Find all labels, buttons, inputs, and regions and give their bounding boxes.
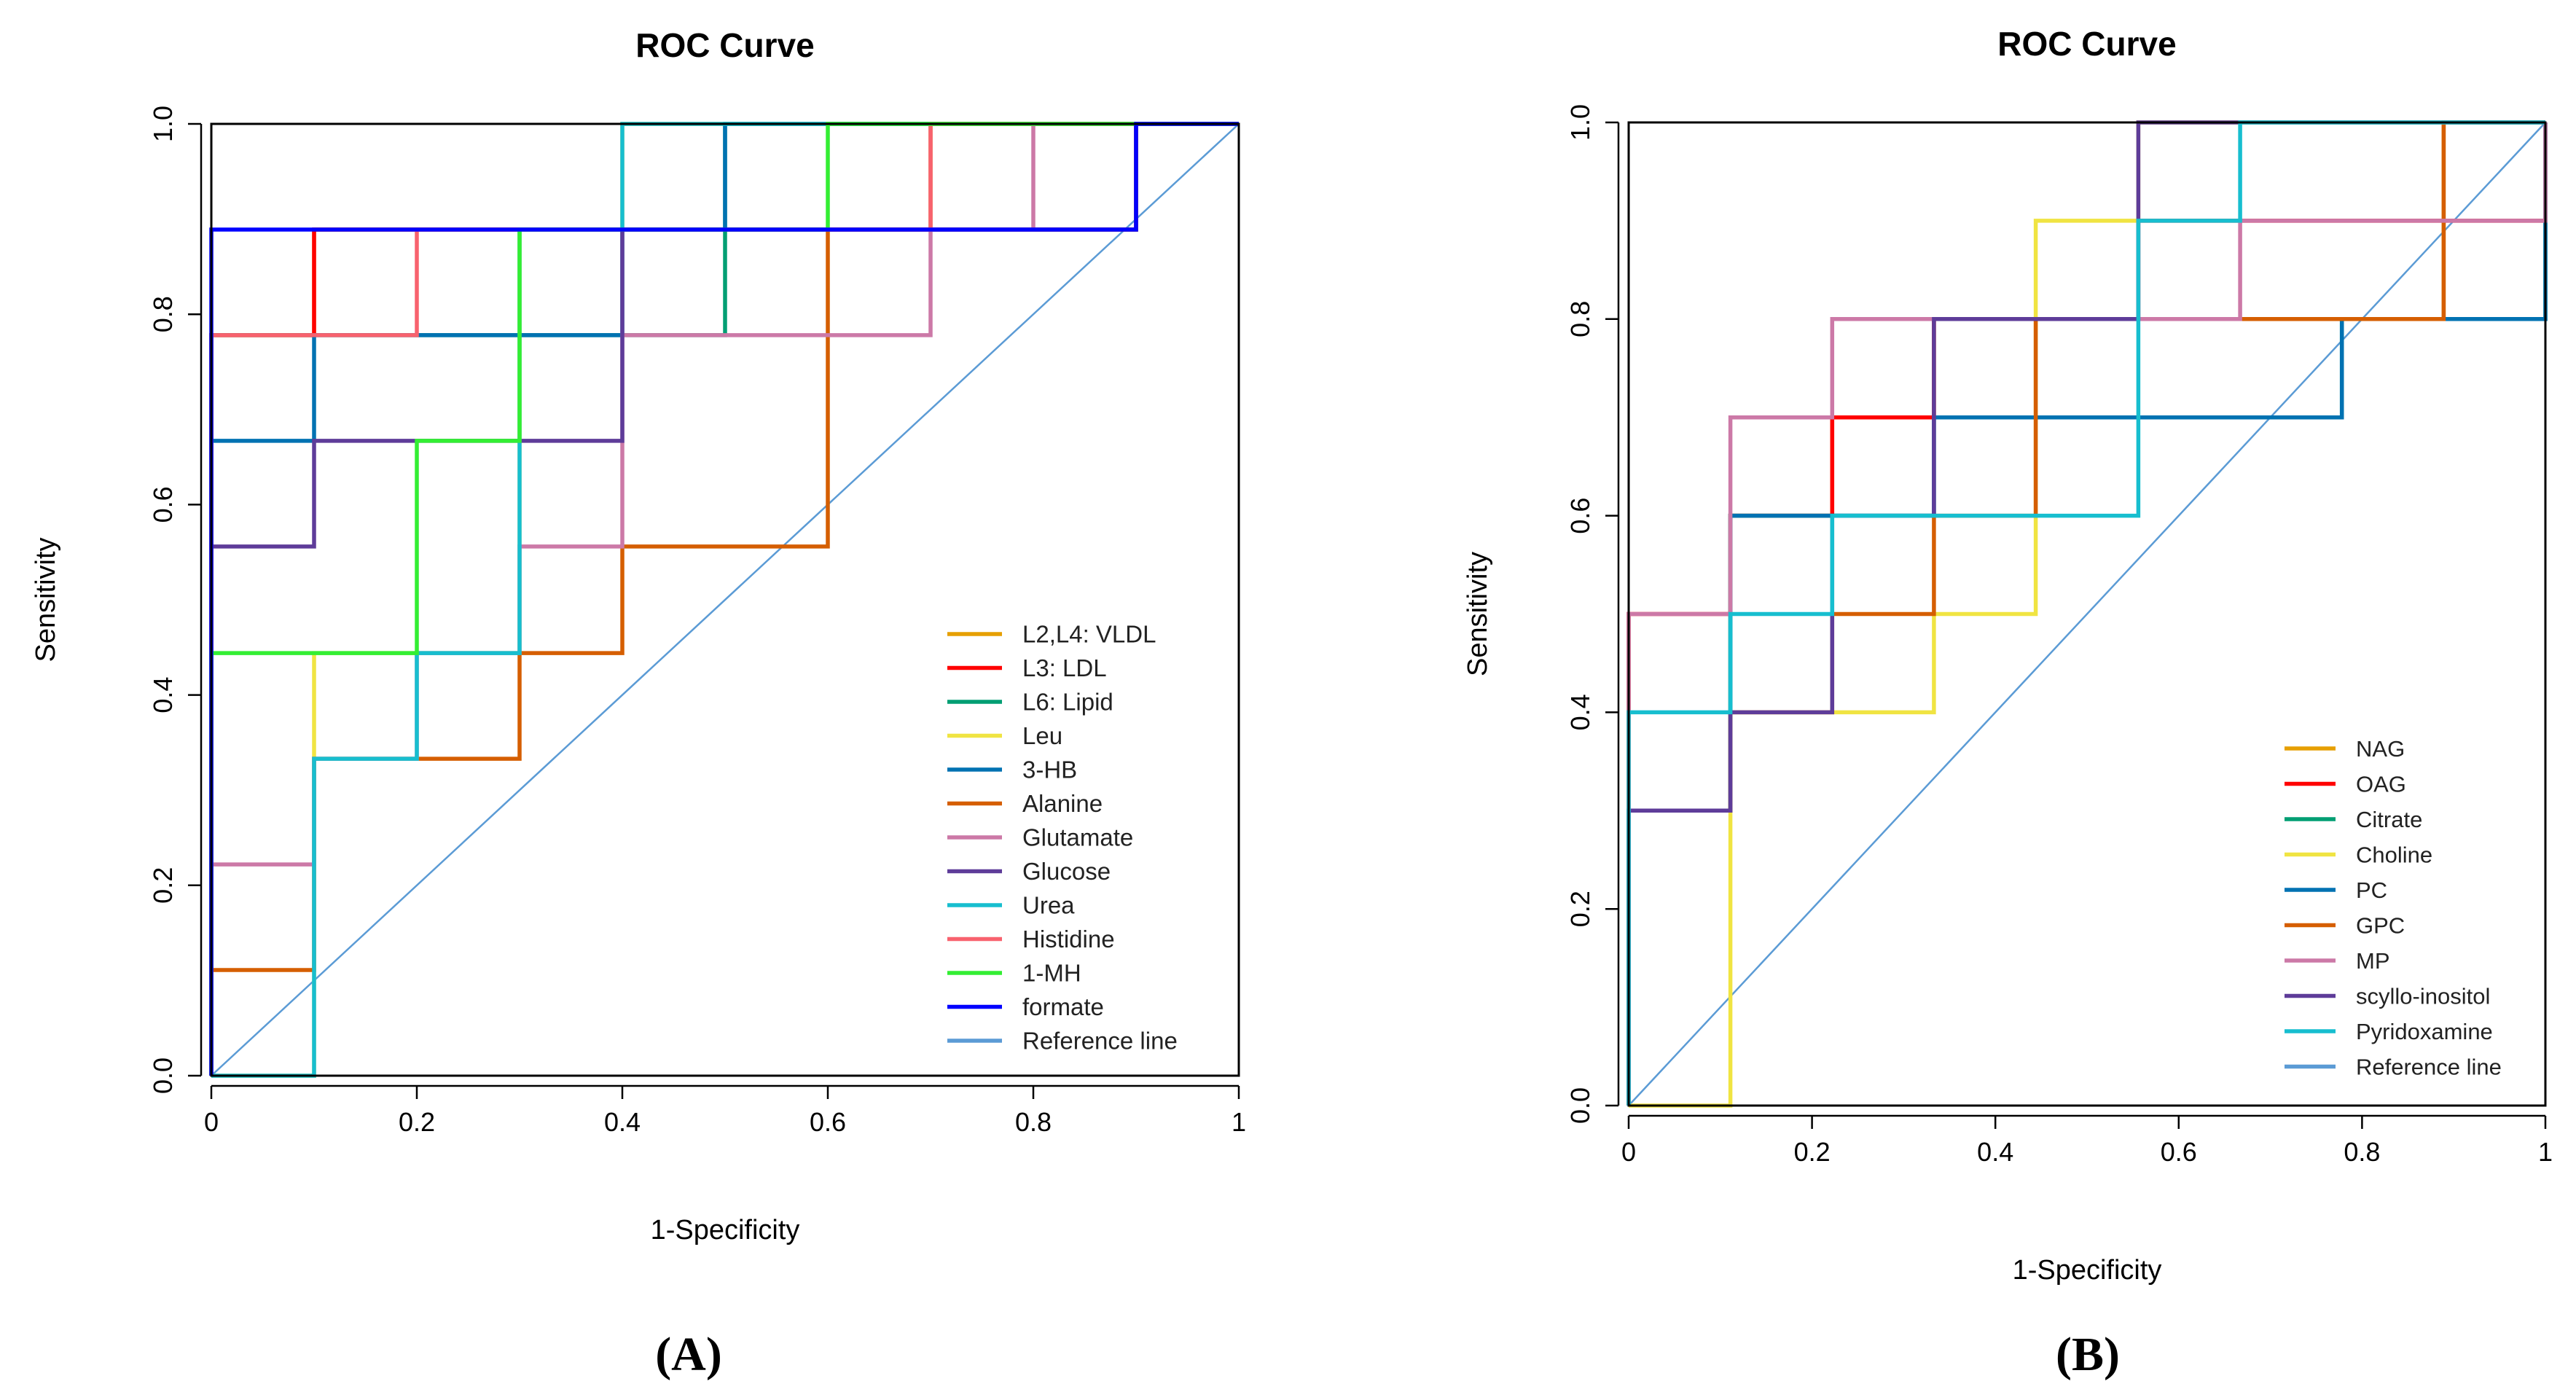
x-tick-label: 0.6 — [810, 1107, 846, 1137]
legend-label: Histidine — [1022, 926, 1115, 953]
legend-label: scyllo-inositol — [2356, 983, 2490, 1009]
x-tick-label: 0.2 — [399, 1107, 435, 1137]
legend-label: formate — [1022, 993, 1104, 1020]
roc-series-line — [211, 122, 1239, 1078]
x-axis-label: 1-Specificity — [651, 1215, 800, 1245]
legend-label: Leu — [1022, 722, 1062, 749]
roc-series-line — [1626, 120, 2545, 1106]
legend-label: 3-HB — [1022, 756, 1077, 783]
legend-label: Pyridoxamine — [2356, 1019, 2493, 1044]
x-tick-label: 0 — [1621, 1137, 1636, 1167]
y-axis-label: Sensitivity — [31, 537, 61, 662]
x-tick-label: 0.4 — [604, 1107, 641, 1137]
roc-series-line — [1626, 122, 2548, 1106]
legend-label: PC — [2356, 877, 2387, 903]
legend-label: L3: LDL — [1022, 654, 1107, 681]
legend-label: Alanine — [1022, 790, 1103, 817]
roc-series-line — [211, 123, 1240, 1076]
roc-chart-a: ROC Curve 0 0.2 0.4 0.6 0.8 1 0.0 0.2 0.4 0.6 0.8 1.… — [31, 26, 1246, 1245]
legend-label: Glucose — [1022, 858, 1111, 885]
legend-label: Reference line — [1022, 1028, 1178, 1055]
legend-label: Reference line — [2356, 1054, 2502, 1079]
roc-series-line — [209, 122, 1239, 1076]
y-tick-label: 0.6 — [1565, 498, 1595, 534]
legend-label: GPC — [2356, 912, 2405, 938]
y-tick-label: 0.8 — [1565, 301, 1595, 337]
y-tick-label: 0.0 — [148, 1057, 178, 1094]
y-tick-label: 0.2 — [1565, 891, 1595, 927]
x-tick-label: 0.4 — [1977, 1137, 2013, 1167]
chart-title: ROC Curve — [1997, 25, 2176, 63]
x-tick-label: 0 — [204, 1107, 219, 1137]
legend-label: Glutamate — [1022, 824, 1133, 851]
y-tick-label: 1.0 — [1565, 104, 1595, 141]
legend-label: Choline — [2356, 842, 2432, 867]
y-tick-label: 0.4 — [1565, 694, 1595, 730]
legend-label: OAG — [2356, 771, 2406, 797]
x-tick-label: 0.6 — [2161, 1137, 2197, 1167]
y-tick-label: 0.2 — [148, 867, 178, 904]
plot-frame — [210, 122, 1240, 1077]
plot-frame — [1627, 121, 2547, 1107]
x-tick-label: 0.2 — [1794, 1137, 1831, 1167]
legend-label: Urea — [1022, 892, 1075, 919]
x-tick-label: 0.8 — [2344, 1137, 2380, 1167]
y-tick-label: 1.0 — [148, 106, 178, 142]
legend-label: L6: Lipid — [1022, 689, 1113, 716]
x-tick-label: 1 — [1232, 1107, 1246, 1137]
y-tick-label: 0.4 — [148, 677, 178, 713]
x-tick-label: 1 — [2538, 1137, 2553, 1167]
legend-label: L2,L4: VLDL — [1022, 621, 1156, 648]
y-axis-label: Sensitivity — [1463, 552, 1493, 676]
y-tick-label: 0.6 — [148, 486, 178, 523]
y-tick-label: 0.0 — [1565, 1087, 1595, 1124]
legend-label: Citrate — [2356, 807, 2422, 832]
x-tick-label: 0.8 — [1015, 1107, 1052, 1137]
roc-chart-b: ROC Curve 0 0.2 0.4 0.6 0.8 1 0.0 0.2 0.4 0.6 0.8 1.… — [1463, 25, 2553, 1286]
roc-series-line — [1628, 122, 2546, 1106]
chart-title: ROC Curve — [635, 26, 814, 64]
legend-label: NAG — [2356, 736, 2405, 762]
legend-label: MP — [2356, 948, 2390, 974]
chart-legend: L2,L4: VLDL L3: LDL L6: Lipid Leu 3-HB Alanin… — [947, 621, 1178, 1055]
panel-label-b: (B) — [2056, 1328, 2120, 1381]
x-axis-label: 1-Specificity — [2013, 1255, 2162, 1286]
panel-label-a: (A) — [655, 1328, 722, 1381]
y-tick-label: 0.8 — [148, 296, 178, 332]
chart-legend: NAG OAG Citrate Choline PC GPC MP scyllo-inosit… — [2285, 736, 2502, 1079]
legend-label: 1-MH — [1022, 960, 1081, 987]
